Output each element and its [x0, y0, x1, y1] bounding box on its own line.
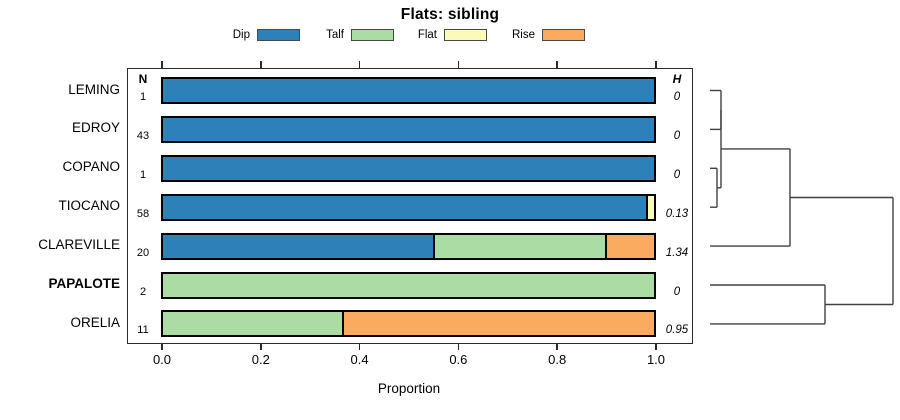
bar-segment-dip — [163, 234, 434, 258]
x-tick-label: 0.4 — [350, 352, 369, 367]
category-label-orelia: ORELIA — [70, 314, 120, 330]
legend-item-rise: Rise — [481, 27, 585, 43]
bar-orelia — [161, 310, 656, 338]
n-value: 20 — [136, 246, 150, 259]
bar-tiocano — [161, 193, 656, 221]
x-tick-label: 0.6 — [449, 352, 468, 367]
legend-item-flat: Flat — [383, 27, 487, 43]
legend-label: Rise — [511, 29, 535, 41]
x-tick-label: 0.8 — [548, 352, 567, 367]
legend-swatch-talf — [351, 29, 394, 41]
category-label-clareville: CLAREVILLE — [38, 237, 120, 253]
h-value: 0 — [673, 129, 681, 142]
h-value: 1.34 — [665, 246, 689, 259]
bar-copano — [161, 154, 656, 182]
x-tick-label: 0.2 — [251, 352, 270, 367]
h-value: 0.95 — [665, 324, 689, 337]
n-value: 58 — [136, 207, 150, 220]
category-label-papalote: PAPALOTE — [48, 276, 120, 291]
x-axis-tick-top — [655, 61, 657, 68]
x-tick-label: 1.0 — [646, 352, 666, 367]
bar-segment-dip — [163, 156, 654, 180]
x-axis-tick-top — [260, 61, 262, 68]
chart-title: Flats: sibling — [400, 6, 500, 23]
n-value: 2 — [139, 285, 147, 298]
category-label-tiocano: TIOCANO — [58, 198, 120, 214]
h-column-header: H — [672, 72, 682, 86]
legend-label: Flat — [417, 29, 437, 41]
legend-swatch-rise — [542, 29, 585, 41]
n-value: 1 — [139, 168, 147, 181]
h-value: 0 — [673, 168, 681, 181]
bar-segment-rise — [604, 234, 654, 258]
bar-segment-flat — [645, 195, 654, 219]
x-axis-tick-top — [161, 61, 163, 68]
x-axis-tick — [358, 343, 361, 350]
legend-label: Dip — [232, 29, 250, 41]
bar-edroy — [161, 115, 656, 143]
category-label-edroy: EDROY — [71, 120, 120, 136]
bar-segment-talf — [433, 234, 605, 258]
bar-segment-talf — [163, 273, 654, 297]
x-axis-tick — [457, 343, 460, 350]
n-value: 11 — [137, 324, 149, 337]
bar-segment-dip — [163, 195, 646, 219]
category-label-copano: COPANO — [62, 159, 120, 175]
x-axis-tick — [655, 343, 657, 350]
h-value: 0 — [673, 91, 681, 103]
legend-item-dip: Dip — [196, 27, 300, 43]
legend-item-talf: Talf — [290, 27, 394, 43]
bar-segment-rise — [341, 312, 654, 336]
legend-label: Talf — [326, 29, 344, 41]
bar-papalote — [161, 271, 656, 299]
x-axis-tick — [161, 343, 163, 350]
x-axis-tick — [556, 343, 558, 350]
x-axis-tick — [260, 343, 262, 350]
bar-segment-dip — [163, 79, 654, 102]
h-value: 0.13 — [665, 207, 689, 220]
x-axis-tick-top — [358, 61, 361, 68]
category-label-leming: LEMING — [68, 81, 120, 97]
bar-leming — [161, 77, 656, 104]
n-value: 1 — [139, 91, 147, 103]
x-axis-tick-top — [457, 61, 460, 68]
bar-segment-talf — [163, 312, 342, 336]
legend-swatch-flat — [444, 29, 487, 41]
h-value: 0 — [673, 285, 681, 298]
x-axis-label: Proportion — [377, 381, 441, 396]
bar-clareville — [161, 232, 656, 260]
x-tick-label: 0.0 — [152, 352, 172, 367]
bar-segment-dip — [163, 117, 654, 141]
legend-swatch-dip — [257, 29, 300, 41]
n-column-header: N — [138, 72, 148, 86]
n-value: 43 — [136, 129, 150, 142]
x-axis-tick-top — [556, 61, 558, 68]
